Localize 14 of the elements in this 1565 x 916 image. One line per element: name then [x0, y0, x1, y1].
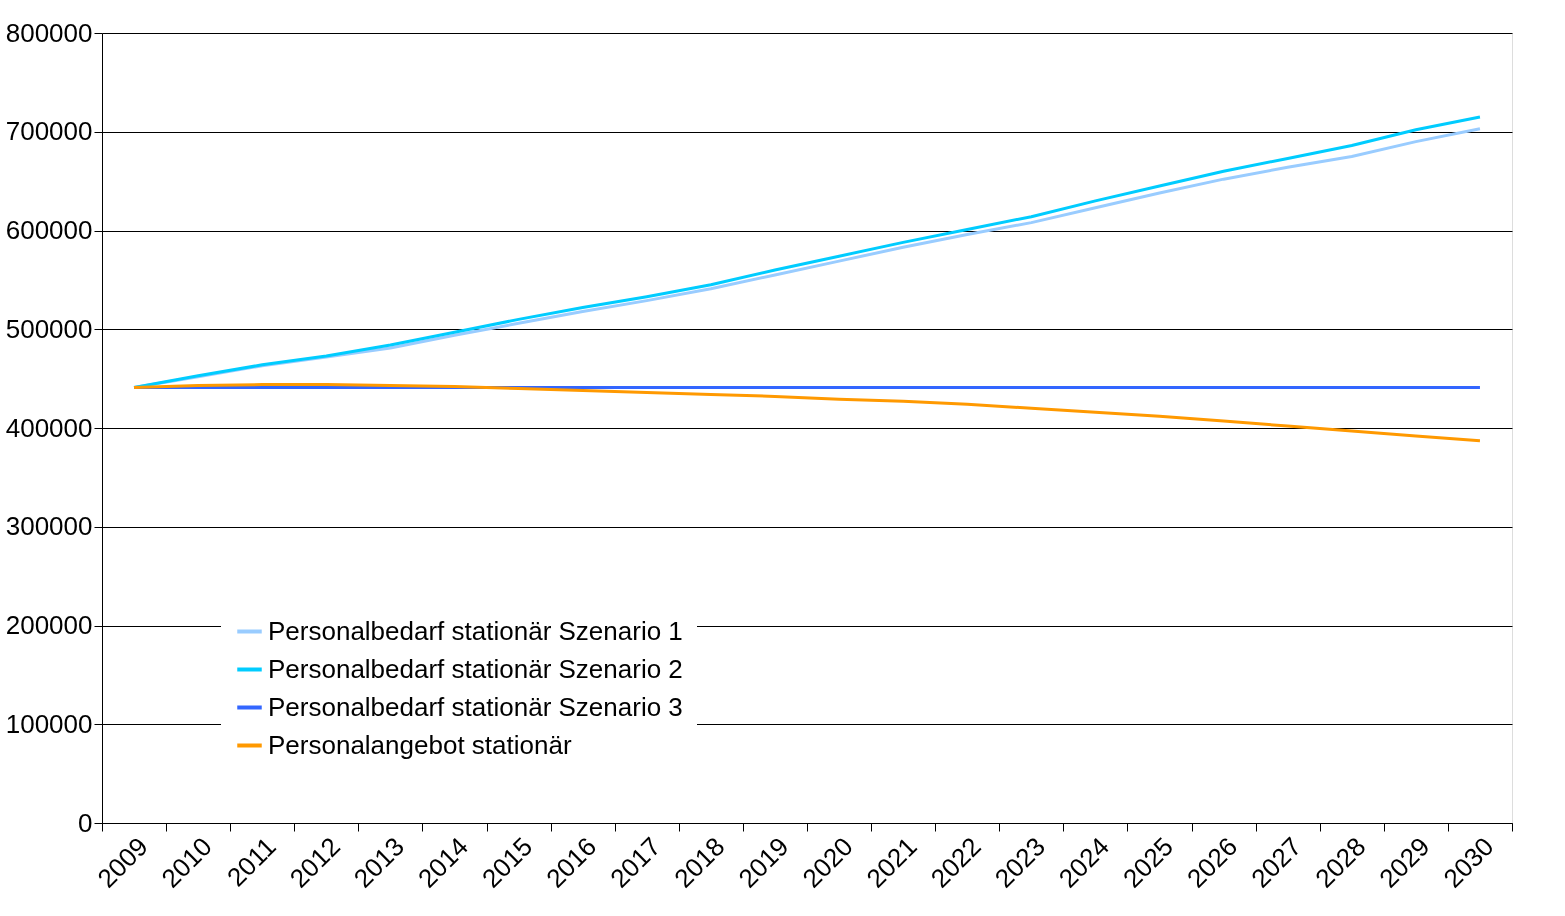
legend-label: Personalbedarf stationär Szenario 3	[268, 691, 683, 722]
line-series	[132, 383, 1482, 443]
legend-label: Personalbedarf stationär Szenario 2	[268, 653, 683, 684]
y-tick-label: 800000	[5, 17, 93, 48]
legend-label: Personalangebot stationär	[268, 729, 572, 760]
y-tick-label: 600000	[5, 215, 93, 245]
y-tick-label: 500000	[5, 313, 93, 344]
y-tick-label: 0	[78, 807, 93, 838]
y-tick-label: 100000	[5, 708, 93, 739]
y-tick-label: 700000	[5, 116, 93, 147]
legend-label: Personalbedarf stationär Szenario 1	[268, 615, 683, 646]
y-tick-label: 400000	[5, 412, 93, 443]
y-tick-label: 200000	[5, 610, 93, 640]
y-tick-label: 300000	[5, 511, 93, 542]
